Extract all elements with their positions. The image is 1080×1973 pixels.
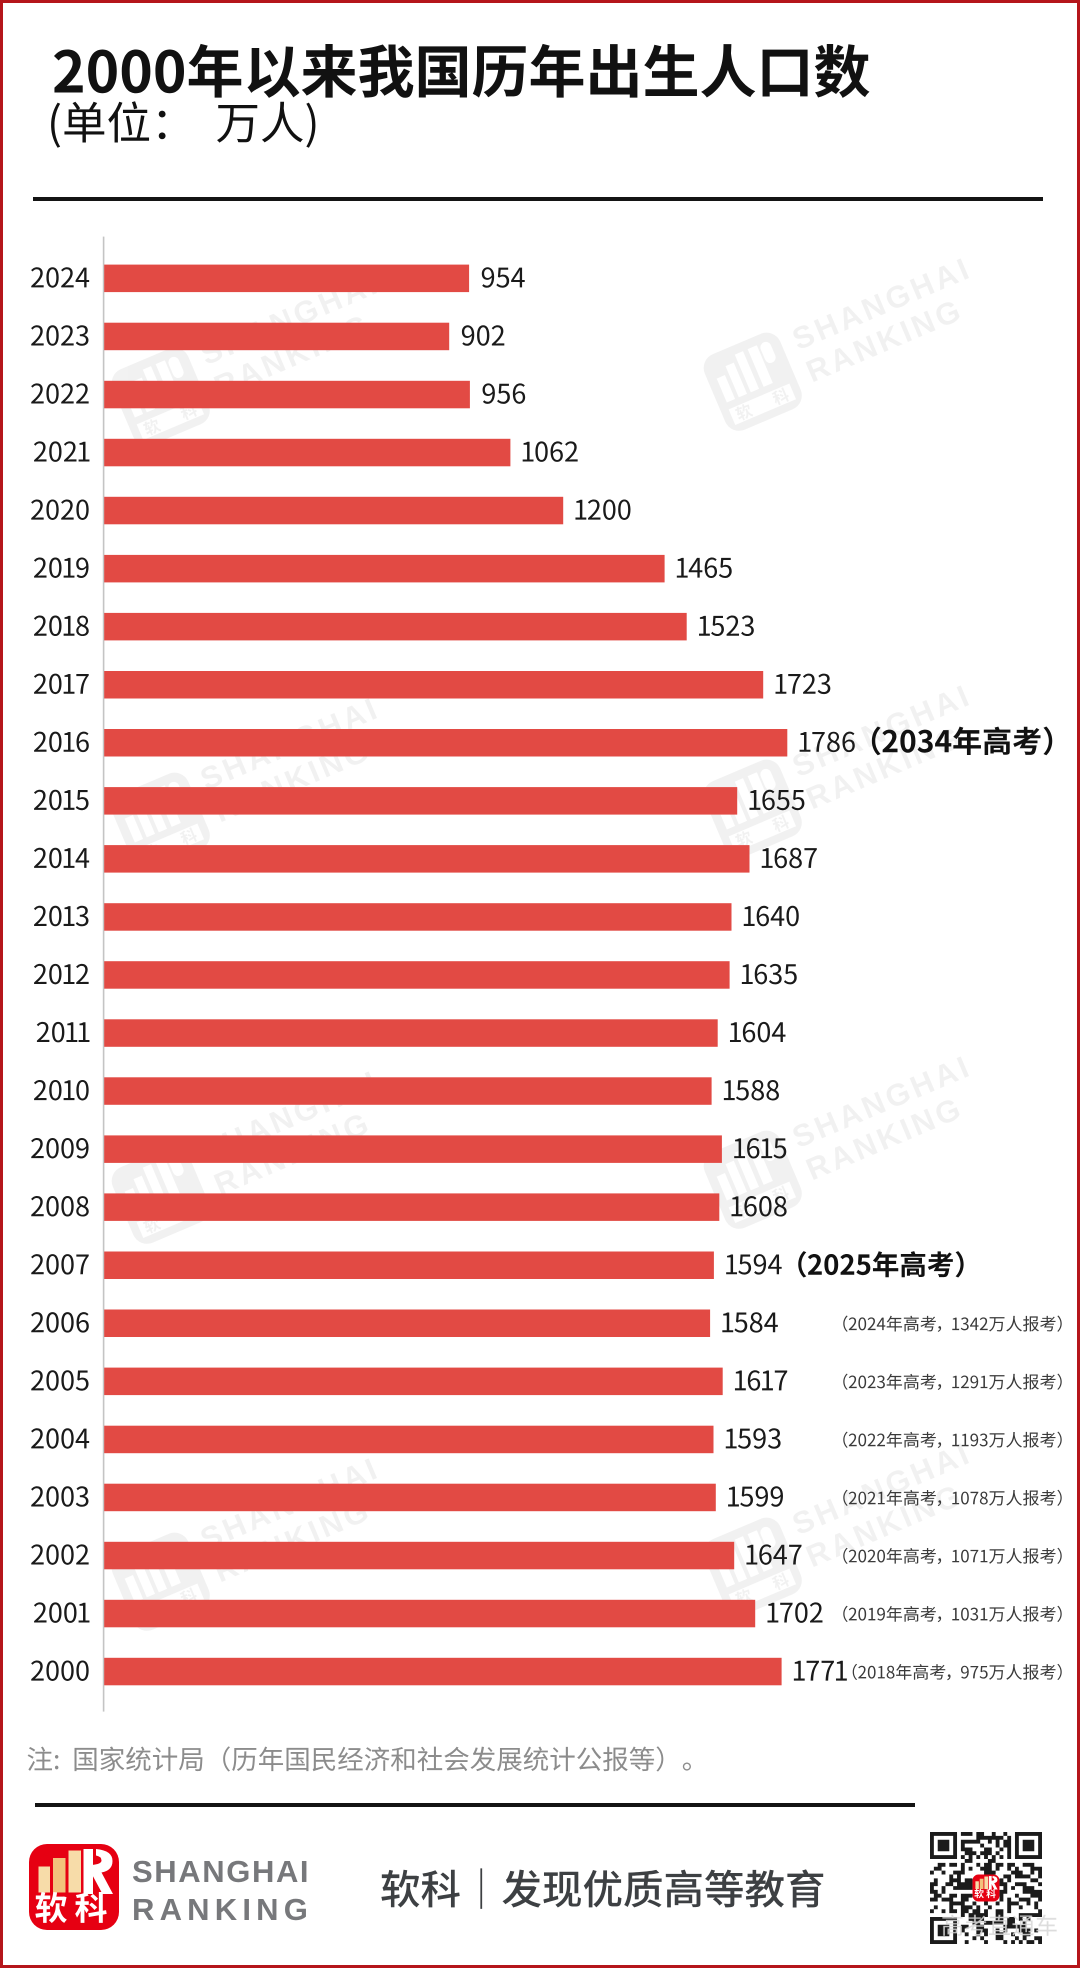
svg-text:SHANGHAI: SHANGHAI [132, 1854, 310, 1889]
svg-text:RANKING: RANKING [132, 1892, 313, 1927]
